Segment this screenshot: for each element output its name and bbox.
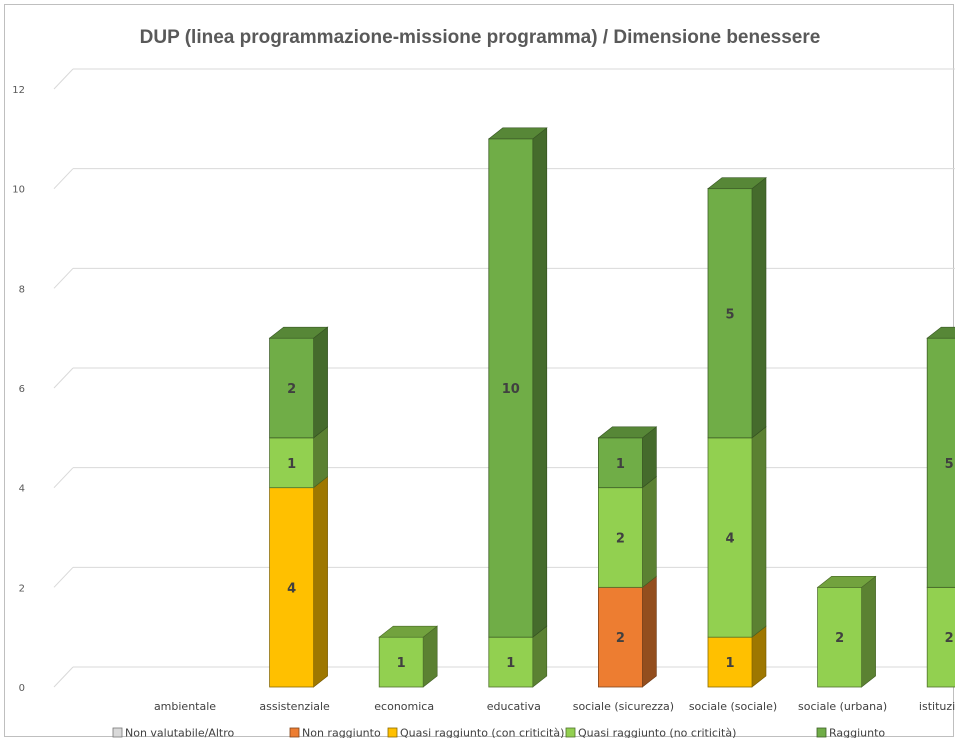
legend-label: Raggiunto bbox=[829, 727, 885, 739]
data-label: 1 bbox=[616, 457, 625, 472]
bar-top bbox=[378, 625, 439, 638]
data-label: 2 bbox=[945, 631, 954, 646]
data-label: 5 bbox=[945, 457, 954, 472]
bar-top bbox=[597, 426, 658, 439]
category-label: ambientale bbox=[154, 700, 216, 713]
gridline-depth bbox=[53, 666, 74, 688]
category-label: assistenziale bbox=[259, 700, 330, 713]
bar-segment bbox=[707, 188, 753, 439]
bar-side bbox=[532, 127, 548, 638]
bar-segment bbox=[269, 337, 315, 439]
bar-segment bbox=[269, 437, 315, 489]
x-axis: ambientale assistenziale economica educativ… bbox=[154, 700, 955, 713]
category-label: istituzionale bbox=[919, 700, 955, 713]
y-tick-label: 2 bbox=[19, 583, 25, 594]
bar-segment bbox=[269, 487, 315, 688]
bar-segment bbox=[707, 636, 753, 688]
gridline-depth bbox=[53, 267, 74, 289]
bar-segment bbox=[707, 437, 753, 638]
gridline-depth bbox=[53, 168, 74, 190]
bar-segment bbox=[488, 636, 534, 688]
y-tick-label: 6 bbox=[19, 384, 25, 395]
gridline-depth bbox=[53, 68, 74, 90]
legend-swatch bbox=[816, 727, 827, 738]
gridline-depth bbox=[53, 566, 74, 588]
bar-side bbox=[751, 426, 767, 638]
bar-top bbox=[487, 127, 548, 140]
bar-side bbox=[313, 476, 328, 688]
data-label: 4 bbox=[725, 532, 734, 547]
data-label: 2 bbox=[287, 382, 296, 397]
data-label: 2 bbox=[835, 631, 844, 646]
data-label: 5 bbox=[725, 307, 734, 322]
bar-stack: 1 bbox=[378, 625, 439, 688]
bar-top bbox=[707, 177, 767, 189]
data-label: 1 bbox=[397, 656, 406, 671]
bar-stack: 2 bbox=[816, 575, 877, 688]
bar-stack: 4 1 2 bbox=[268, 326, 329, 688]
category-label: sociale (sicurezza) bbox=[573, 700, 674, 713]
data-label: 1 bbox=[506, 656, 515, 671]
y-axis: 0 2 4 6 8 10 12 bbox=[12, 85, 25, 694]
bar-side bbox=[751, 177, 767, 439]
bar-side bbox=[861, 575, 876, 688]
category-label: sociale (sociale) bbox=[689, 700, 777, 713]
bar-segment bbox=[598, 586, 643, 688]
data-label: 2 bbox=[616, 631, 625, 646]
gridline-depth bbox=[53, 367, 74, 389]
legend-label: Quasi raggiunto (con criticità) bbox=[400, 727, 564, 739]
bar-stack: 2 2 1 bbox=[597, 426, 658, 688]
y-tick-label: 4 bbox=[19, 484, 25, 495]
data-label: 10 bbox=[502, 382, 520, 397]
bar-stack: 25 bbox=[926, 326, 955, 688]
y-tick-label: 12 bbox=[12, 85, 25, 96]
bar-segment bbox=[488, 138, 534, 638]
data-label: 1 bbox=[287, 457, 296, 472]
legend: Non valutabile/Altro Non raggiunto Quasi r… bbox=[112, 727, 885, 739]
bar-side bbox=[642, 476, 657, 588]
bar-stack: 1 10 bbox=[487, 127, 548, 688]
bar-top bbox=[268, 326, 329, 339]
bar-top bbox=[816, 576, 877, 588]
legend-label: Quasi raggiunto (no criticità) bbox=[578, 727, 736, 739]
bar-side bbox=[642, 575, 657, 688]
bar-side bbox=[313, 326, 328, 439]
category-label: sociale (urbana) bbox=[798, 700, 887, 713]
chart-title: DUP (linea programmazione-missione progr… bbox=[140, 27, 821, 48]
bar-segment bbox=[926, 337, 955, 588]
gridline-depth bbox=[53, 467, 74, 489]
legend-label: Non raggiunto bbox=[302, 727, 381, 739]
chart-frame: DUP (linea programmazione-missione progr… bbox=[4, 4, 955, 739]
bar-top bbox=[926, 326, 955, 339]
bar-stack: 1 4 5 bbox=[707, 177, 767, 688]
category-label: economica bbox=[374, 700, 434, 713]
legend-swatch bbox=[289, 727, 300, 738]
y-tick-label: 10 bbox=[12, 185, 25, 196]
y-tick-label: 8 bbox=[19, 284, 25, 295]
legend-label: Non valutabile/Altro bbox=[125, 727, 235, 739]
legend-swatch bbox=[565, 727, 576, 738]
data-label: 4 bbox=[287, 581, 296, 596]
data-label: 1 bbox=[725, 656, 734, 671]
legend-swatch bbox=[112, 727, 123, 738]
legend-swatch bbox=[387, 727, 398, 738]
y-tick-label: 0 bbox=[19, 683, 25, 694]
chart-svg: DUP (linea programmazione-missione progr… bbox=[12, 27, 955, 739]
data-label: 2 bbox=[616, 532, 625, 547]
bar-segment bbox=[817, 586, 862, 688]
category-label: educativa bbox=[487, 700, 541, 713]
